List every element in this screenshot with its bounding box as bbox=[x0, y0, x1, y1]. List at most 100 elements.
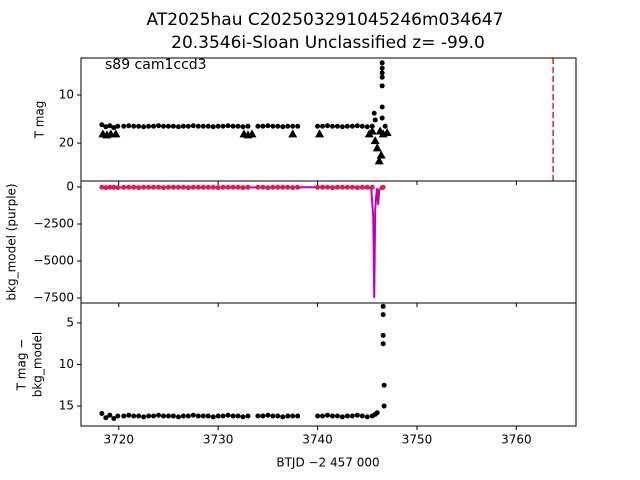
dot-marker bbox=[136, 185, 142, 191]
dot-marker bbox=[280, 124, 286, 130]
triangle-marker bbox=[111, 129, 121, 138]
dot-marker bbox=[205, 123, 211, 129]
dot-marker bbox=[320, 184, 326, 190]
dot-marker bbox=[359, 413, 365, 419]
dot-marker bbox=[170, 184, 176, 190]
dot-marker bbox=[290, 185, 296, 191]
dot-marker bbox=[255, 413, 261, 419]
dot-marker bbox=[103, 124, 109, 130]
dot-marker bbox=[156, 412, 162, 418]
x-tick-label: 3760 bbox=[501, 433, 532, 447]
x-tick-label: 3720 bbox=[103, 433, 134, 447]
triangle-marker bbox=[374, 156, 384, 165]
dot-marker bbox=[180, 123, 186, 129]
dot-marker bbox=[200, 413, 206, 419]
dot-marker bbox=[215, 185, 221, 191]
dot-marker bbox=[315, 123, 321, 129]
axes-frame bbox=[80, 302, 577, 427]
dot-marker bbox=[380, 341, 386, 347]
dot-marker bbox=[161, 413, 166, 419]
dot-marker bbox=[364, 124, 370, 130]
y-tick-label: 0 bbox=[66, 179, 74, 193]
dot-marker bbox=[131, 123, 137, 129]
dot-marker bbox=[382, 123, 388, 129]
dot-marker bbox=[369, 184, 375, 190]
dot-marker bbox=[379, 104, 385, 110]
dot-marker bbox=[190, 184, 196, 190]
dot-marker bbox=[225, 123, 231, 129]
dot-marker bbox=[374, 410, 380, 416]
dot-marker bbox=[329, 413, 335, 419]
dot-marker bbox=[215, 123, 221, 129]
dot-marker bbox=[349, 413, 355, 419]
dot-marker bbox=[270, 123, 276, 129]
dot-marker bbox=[295, 413, 301, 419]
dot-marker bbox=[165, 184, 171, 190]
y-axis-label: T mag bbox=[33, 101, 47, 140]
dot-marker bbox=[115, 185, 121, 191]
dot-marker bbox=[205, 413, 211, 419]
dot-marker bbox=[230, 413, 236, 419]
x-axis-label: BTJD −2 457 000 bbox=[276, 456, 379, 470]
dot-marker bbox=[380, 332, 386, 338]
dot-marker bbox=[369, 123, 375, 129]
dot-marker bbox=[185, 123, 191, 129]
dot-marker bbox=[99, 184, 105, 190]
dot-marker bbox=[354, 412, 360, 418]
dot-marker bbox=[260, 123, 266, 129]
dot-marker bbox=[210, 124, 216, 130]
dot-marker bbox=[180, 184, 186, 190]
x-tick-label: 3740 bbox=[302, 433, 333, 447]
dot-marker bbox=[285, 123, 291, 129]
dot-marker bbox=[325, 123, 331, 129]
dot-marker bbox=[354, 185, 360, 191]
dot-marker bbox=[379, 83, 385, 89]
dot-marker bbox=[225, 184, 231, 190]
dot-marker bbox=[285, 184, 291, 190]
dot-marker bbox=[161, 185, 166, 191]
dot-marker bbox=[121, 123, 127, 129]
triangle-marker bbox=[367, 126, 377, 135]
dot-marker bbox=[195, 184, 201, 190]
dot-marker bbox=[280, 414, 286, 420]
dot-marker bbox=[334, 123, 340, 129]
dot-marker bbox=[225, 412, 231, 418]
dot-marker bbox=[290, 123, 296, 129]
dot-marker bbox=[131, 413, 137, 419]
dot-marker bbox=[141, 414, 147, 420]
dot-marker bbox=[379, 115, 385, 121]
dot-marker bbox=[200, 184, 206, 190]
dot-marker bbox=[107, 123, 113, 129]
dot-marker bbox=[146, 184, 152, 190]
dot-marker bbox=[339, 124, 345, 130]
dot-marker bbox=[111, 125, 117, 131]
dot-marker bbox=[270, 413, 276, 419]
x-tick-label: 3750 bbox=[402, 433, 433, 447]
triangle-marker bbox=[372, 143, 382, 152]
line bbox=[101, 186, 383, 299]
dot-marker bbox=[344, 413, 350, 419]
dot-marker bbox=[210, 414, 216, 420]
dot-marker bbox=[349, 184, 355, 190]
dot-marker bbox=[320, 123, 326, 129]
dot-marker bbox=[165, 123, 171, 129]
dot-marker bbox=[354, 123, 360, 129]
annotation: s89 cam1ccd3 bbox=[105, 57, 207, 73]
dot-marker bbox=[230, 123, 236, 129]
dot-marker bbox=[220, 123, 226, 129]
dot-marker bbox=[364, 414, 370, 420]
dot-marker bbox=[275, 123, 281, 129]
dot-marker bbox=[165, 413, 171, 419]
dot-marker bbox=[255, 123, 261, 129]
dot-marker bbox=[372, 117, 378, 123]
dot-marker bbox=[379, 60, 385, 66]
dot-marker bbox=[131, 184, 137, 190]
chart-title: AT2025hau C202503291045246m034647 bbox=[147, 10, 504, 30]
dot-marker bbox=[115, 123, 121, 129]
y-tick-label: 15 bbox=[59, 399, 74, 413]
triangle-marker bbox=[376, 150, 386, 159]
y-tick-label: 10 bbox=[59, 87, 74, 101]
y-tick-label: 5 bbox=[66, 315, 74, 329]
dot-marker bbox=[275, 184, 281, 190]
